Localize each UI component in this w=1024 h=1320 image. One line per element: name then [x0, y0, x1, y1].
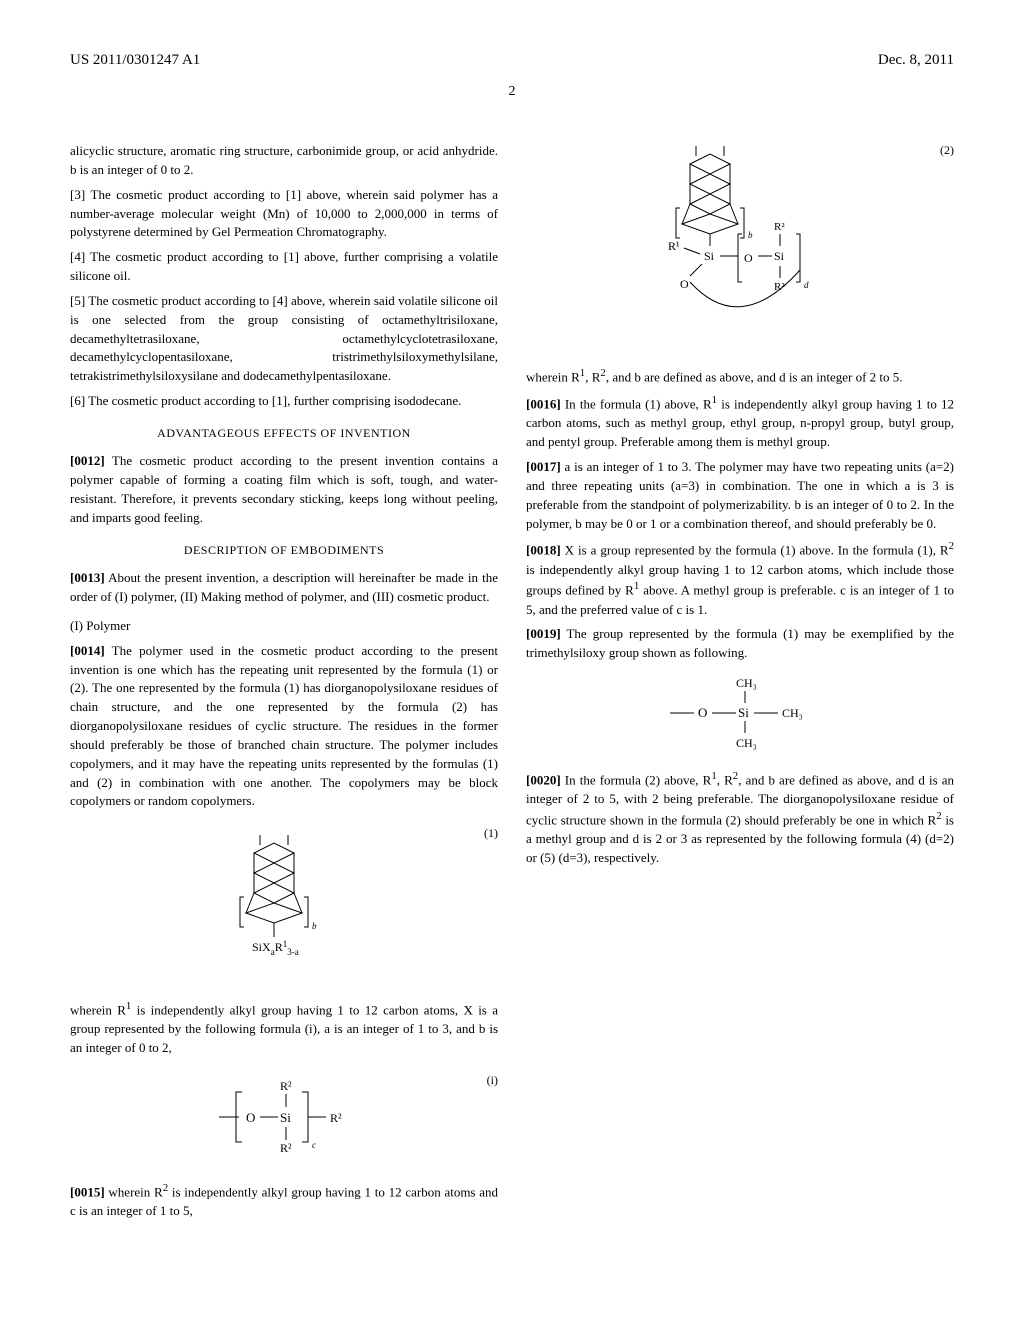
- svg-text:SiXaR13-a: SiXaR13-a: [252, 939, 299, 957]
- para-num: [0019]: [526, 626, 561, 641]
- formula-i-label: (i): [487, 1072, 498, 1089]
- svg-text:R²: R²: [330, 1111, 342, 1125]
- para-text: About the present invention, a descripti…: [70, 570, 498, 604]
- svg-text:O: O: [246, 1110, 255, 1125]
- svg-text:CH₃: CH₃: [782, 706, 803, 720]
- svg-text:O: O: [698, 705, 707, 720]
- body-columns: alicyclic structure, aromatic ring struc…: [70, 142, 954, 1242]
- svg-text:b: b: [748, 230, 753, 240]
- para-num: [0018]: [526, 543, 561, 558]
- svg-text:Si: Si: [774, 249, 785, 263]
- text: , R: [585, 369, 600, 384]
- publication-number: US 2011/0301247 A1: [70, 50, 200, 72]
- text: a is an integer of 1 to 3. The polymer m…: [526, 459, 954, 531]
- formula-2-label: (2): [940, 142, 954, 159]
- para-num: [0013]: [70, 570, 105, 585]
- publication-date: Dec. 8, 2011: [878, 50, 954, 72]
- svg-text:CH₃: CH₃: [736, 676, 757, 690]
- para-0014: [0014] The polymer used in the cosmetic …: [70, 642, 498, 812]
- para-text: The polymer used in the cosmetic product…: [70, 643, 498, 809]
- svg-text:CH₃: CH₃: [736, 736, 757, 750]
- formula-2: (2) b Si R¹: [526, 142, 954, 352]
- para-0013: [0013] About the present invention, a de…: [70, 569, 498, 607]
- svg-text:R²: R²: [774, 221, 785, 233]
- chem-svg: O Si CH₃ CH₃ CH₃: [650, 673, 830, 753]
- para-0015: [0015] wherein R2 is independently alkyl…: [70, 1181, 498, 1221]
- para-formula1-caption: wherein R1 is independently alkyl group …: [70, 999, 498, 1058]
- para-0019: [0019] The group represented by the form…: [526, 625, 954, 663]
- text: X is a group represented by the formula …: [561, 543, 949, 558]
- text: wherein R: [526, 369, 580, 384]
- svg-text:d: d: [804, 280, 809, 290]
- text: , R: [717, 772, 733, 787]
- svg-text:R²: R²: [774, 281, 785, 293]
- svg-text:Si: Si: [704, 249, 715, 263]
- text: , and b are defined as above, and d is a…: [606, 369, 903, 384]
- svg-text:O: O: [680, 277, 689, 291]
- para-0012: [0012] The cosmetic product according to…: [70, 452, 498, 527]
- formula-i: (i) O Si R² R² c R²: [70, 1072, 498, 1167]
- page-header: US 2011/0301247 A1 Dec. 8, 2011: [70, 50, 954, 72]
- para-continuation: alicyclic structure, aromatic ring struc…: [70, 142, 498, 180]
- svg-text:R²: R²: [280, 1141, 292, 1155]
- para-num: [0020]: [526, 772, 561, 787]
- section-embodiments: DESCRIPTION OF EMBODIMENTS: [70, 542, 498, 559]
- para-item4: [4] The cosmetic product according to [1…: [70, 248, 498, 286]
- svg-text:c: c: [312, 1140, 316, 1150]
- para-num: [0015]: [70, 1184, 105, 1199]
- section-effects: ADVANTAGEOUS EFFECTS OF INVENTION: [70, 425, 498, 442]
- para-num: [0014]: [70, 643, 105, 658]
- svg-text:R²: R²: [280, 1079, 292, 1093]
- svg-text:b: b: [312, 921, 317, 931]
- trimethylsiloxy-structure: O Si CH₃ CH₃ CH₃: [526, 673, 954, 759]
- text: In the formula (2) above, R: [561, 772, 712, 787]
- text: In the formula (1) above, R: [561, 397, 712, 412]
- text: is independently alkyl group having 1 to…: [70, 1003, 498, 1056]
- text: wherein R: [70, 1003, 126, 1018]
- page-number: 2: [70, 82, 954, 102]
- para-item6: [6] The cosmetic product according to [1…: [70, 392, 498, 411]
- sup: 2: [949, 540, 954, 552]
- para-num: [0012]: [70, 453, 105, 468]
- text: wherein R: [105, 1184, 163, 1199]
- svg-text:R¹: R¹: [668, 239, 680, 253]
- para-0018: [0018] X is a group represented by the f…: [526, 539, 954, 619]
- para-0016: [0016] In the formula (1) above, R1 is i…: [526, 393, 954, 452]
- svg-text:Si: Si: [280, 1110, 291, 1125]
- para-item5: [5] The cosmetic product according to [4…: [70, 292, 498, 386]
- para-formula2-caption: wherein R1, R2, and b are defined as abo…: [526, 366, 954, 387]
- formula-1-structure: b SiXaR13-a: [204, 825, 364, 965]
- para-text: The cosmetic product according to the pr…: [70, 453, 498, 525]
- para-num: [0016]: [526, 397, 561, 412]
- para-0020: [0020] In the formula (2) above, R1, R2,…: [526, 769, 954, 868]
- formula-1-label: (1): [484, 825, 498, 842]
- formula-1: (1) b SiXaR13-a: [70, 825, 498, 985]
- subhead-polymer: (I) Polymer: [70, 617, 498, 636]
- formula-2-structure: b Si R¹ O O Si R² R²: [620, 142, 860, 342]
- para-num: [0017]: [526, 459, 561, 474]
- patent-page: US 2011/0301247 A1 Dec. 8, 2011 2 alicyc…: [0, 0, 1024, 1272]
- svg-text:O: O: [744, 251, 753, 265]
- para-item3: [3] The cosmetic product according to [1…: [70, 186, 498, 243]
- formula-i-structure: O Si R² R² c R²: [184, 1072, 384, 1162]
- para-0017: [0017] a is an integer of 1 to 3. The po…: [526, 458, 954, 533]
- svg-text:Si: Si: [738, 705, 749, 720]
- text: The group represented by the formula (1)…: [526, 626, 954, 660]
